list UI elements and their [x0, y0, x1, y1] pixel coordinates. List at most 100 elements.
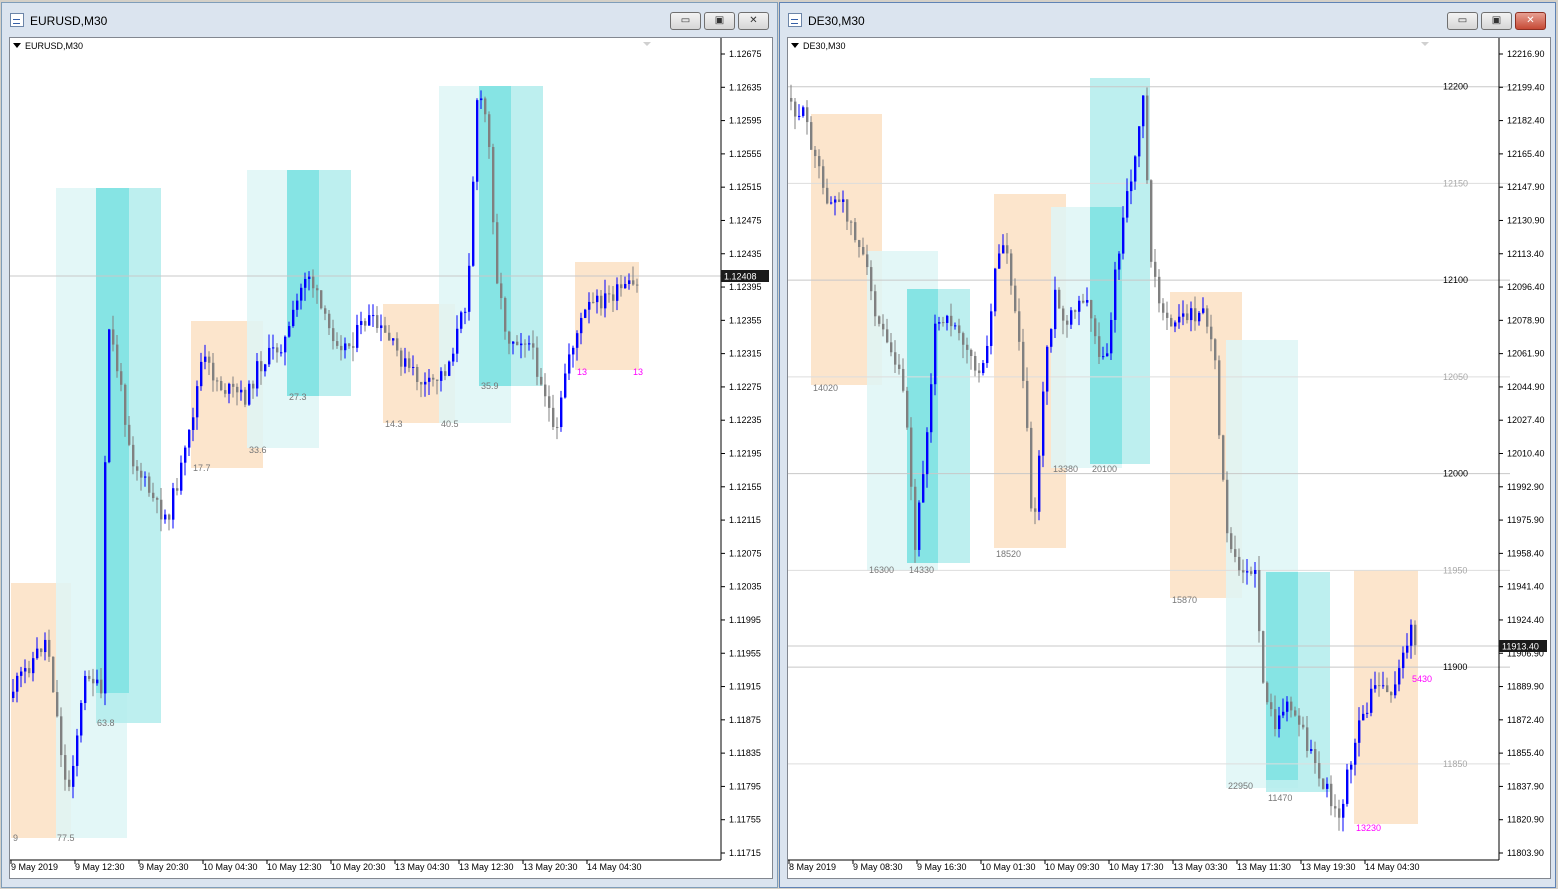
candle-body	[1366, 712, 1369, 714]
y-tick-label: 1.12675	[729, 49, 762, 59]
candle-body	[1386, 685, 1389, 693]
candle-body	[488, 114, 491, 148]
candle-body	[340, 345, 343, 351]
window-title: DE30,M30	[808, 14, 865, 28]
maximize-button[interactable]: ▣	[704, 12, 735, 30]
y-tick-label: 11992.90	[1507, 482, 1544, 492]
candle-body	[212, 362, 215, 381]
range-box	[1266, 572, 1298, 780]
candle-body	[814, 149, 817, 157]
box-label: 40.5	[441, 419, 459, 429]
range-box	[479, 86, 511, 386]
candle-body	[1214, 339, 1217, 361]
candle-body	[838, 199, 841, 202]
candle-body	[1310, 749, 1313, 751]
candle-body	[180, 462, 183, 491]
candle-body	[1070, 310, 1073, 325]
x-tick-label: 9 May 2019	[11, 862, 58, 872]
candle-body	[1126, 191, 1129, 218]
current-price-tag: 1.12408	[721, 270, 769, 282]
candle-body	[1338, 808, 1341, 818]
candle-body	[878, 316, 881, 324]
y-tick-label: 1.12275	[729, 382, 762, 392]
candle-body	[152, 492, 155, 499]
candle-body	[576, 333, 579, 348]
candle-body	[472, 181, 475, 266]
range-boxes	[811, 78, 1418, 824]
candle-body	[870, 267, 873, 292]
candle-body	[1050, 329, 1053, 347]
candle-body	[1378, 685, 1381, 687]
candle-body	[140, 470, 143, 478]
x-tick-label: 13 May 20:30	[523, 862, 578, 872]
candle-body	[1222, 435, 1225, 480]
candle-body	[476, 100, 479, 182]
candle-body	[1382, 685, 1385, 687]
candle-body	[164, 514, 167, 520]
range-box	[1354, 570, 1418, 824]
candle-body	[970, 349, 973, 357]
minimize-button[interactable]: ▭	[670, 12, 701, 30]
chart-area[interactable]: 12200 12150 12100 12050 12000 11950 11900 11850…	[787, 37, 1551, 879]
box-label: 16300	[869, 565, 894, 575]
candle-body	[918, 502, 921, 550]
candle-body	[794, 101, 797, 117]
candle-body	[368, 315, 371, 326]
candle-body	[148, 476, 151, 493]
box-label: 27.3	[289, 392, 307, 402]
chart-area[interactable]: 9 77.5 63.8 17.7 33.6 27.3 14.3 40.5 35.9 13 13 1.1…	[9, 37, 773, 879]
candle-body	[1082, 300, 1085, 303]
candle-body	[1298, 715, 1301, 725]
candle-body	[124, 384, 127, 425]
de30-candlestick-chart[interactable]: 12200 12150 12100 12050 12000 11950 11900 11850…	[788, 38, 1550, 878]
de30-chart-window[interactable]: DE30,M30 ▭ ▣ ✕ 12200 12150 12100 12050 12000…	[779, 2, 1556, 888]
candle-body	[1250, 571, 1253, 574]
minimize-button[interactable]: ▭	[1447, 12, 1478, 30]
y-tick-label: 11837.90	[1507, 781, 1544, 791]
y-tick-label: 1.12355	[729, 315, 762, 325]
candle-body	[484, 98, 487, 115]
maximize-button[interactable]: ▣	[1481, 12, 1512, 30]
close-button[interactable]: ✕	[738, 12, 769, 30]
candle-body	[480, 98, 483, 101]
candle-body	[1010, 253, 1013, 286]
window-titlebar[interactable]: DE30,M30 ▭ ▣ ✕	[780, 3, 1555, 36]
eurusd-candlestick-chart[interactable]: 9 77.5 63.8 17.7 33.6 27.3 14.3 40.5 35.9 13 13 1.1…	[10, 38, 772, 878]
x-tick-label: 14 May 04:30	[1365, 862, 1420, 872]
candle-body	[950, 315, 953, 327]
chart-symbol-label[interactable]: DE30,M30	[791, 41, 846, 51]
box-label: 22950	[1228, 781, 1253, 791]
candle-body	[890, 342, 893, 353]
candle-body	[16, 675, 19, 692]
candle-body	[998, 253, 1001, 269]
candle-body	[556, 426, 559, 428]
current-price-tag: 11913.40	[1499, 640, 1547, 652]
y-tick-label: 1.11755	[729, 815, 761, 825]
chart-symbol-label[interactable]: EURUSD,M30	[13, 41, 83, 51]
y-tick-label: 1.12515	[729, 182, 762, 192]
candle-body	[986, 345, 989, 364]
candle-body	[1326, 783, 1329, 789]
y-tick-label: 1.12155	[729, 482, 762, 492]
chart-window-icon	[10, 13, 24, 27]
candle-body	[1142, 95, 1145, 127]
candle-body	[1022, 341, 1025, 381]
candle-body	[136, 466, 139, 471]
x-axis-ticks: 9 May 2019 9 May 12:30 9 May 20:30 10 May 0…	[10, 860, 642, 872]
eurusd-chart-window[interactable]: EURUSD,M30 ▭ ▣ ✕ 9 77.5 63.8 17.7 33.6 27.3 14…	[1, 2, 778, 888]
candle-body	[1110, 319, 1113, 354]
candle-body	[1246, 571, 1249, 573]
y-tick-label: 12027.40	[1507, 415, 1545, 425]
close-button[interactable]: ✕	[1515, 12, 1546, 30]
candle-body	[132, 444, 135, 467]
candle-body	[36, 648, 39, 659]
candle-body	[216, 380, 219, 382]
y-tick-label: 11975.90	[1507, 515, 1544, 525]
box-label: 14020	[813, 383, 838, 393]
chart-window-icon	[788, 13, 802, 27]
window-titlebar[interactable]: EURUSD,M30 ▭ ▣ ✕	[2, 3, 777, 36]
candle-body	[400, 350, 403, 367]
level-label: 12000	[1443, 469, 1468, 479]
candle-body	[1058, 289, 1061, 309]
candle-body	[552, 407, 555, 427]
